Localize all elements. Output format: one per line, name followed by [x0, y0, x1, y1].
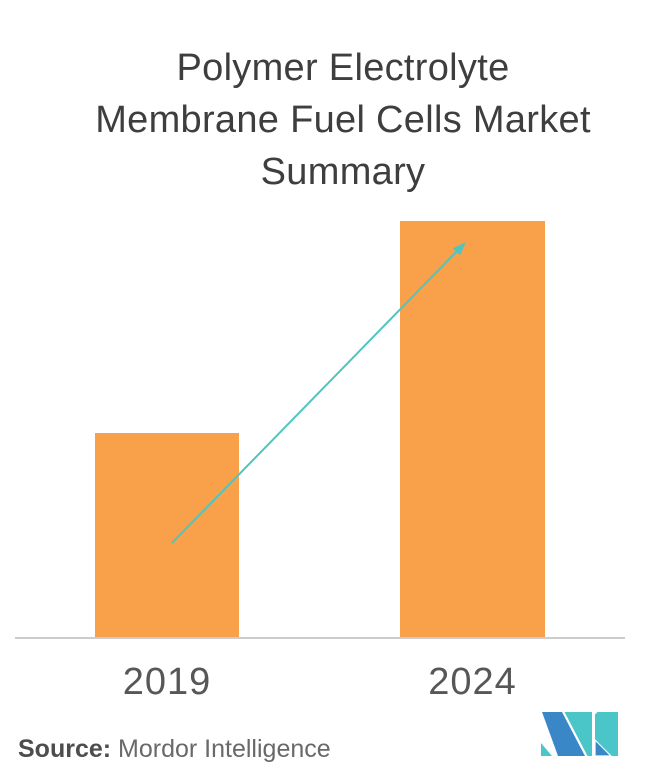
chart-title-line-3: Summary [260, 151, 426, 193]
mordor-intelligence-logo [541, 712, 618, 756]
source-note: Source: Mordor Intelligence [18, 734, 331, 764]
source-label: Source: [18, 735, 112, 763]
x-axis-line [15, 637, 625, 640]
bar-2024 [400, 221, 545, 639]
x-axis-label-2024: 2024 [428, 661, 517, 703]
source-text: Mordor Intelligence [118, 735, 331, 763]
chart-title: Polymer Electrolyte Membrane Fuel Cells … [58, 42, 628, 198]
chart-title-line-1: Polymer Electrolyte [176, 47, 510, 89]
bar-2019 [95, 433, 239, 639]
chart-title-line-2: Membrane Fuel Cells Market [95, 99, 591, 141]
x-axis-label-2019: 2019 [122, 661, 212, 703]
